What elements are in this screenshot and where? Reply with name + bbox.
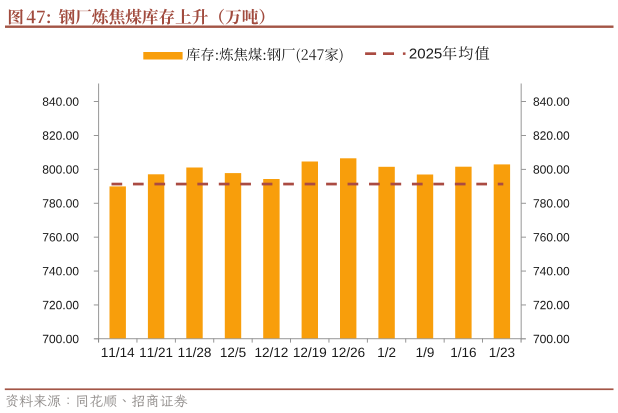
- svg-text:2025: 2025: [409, 45, 442, 62]
